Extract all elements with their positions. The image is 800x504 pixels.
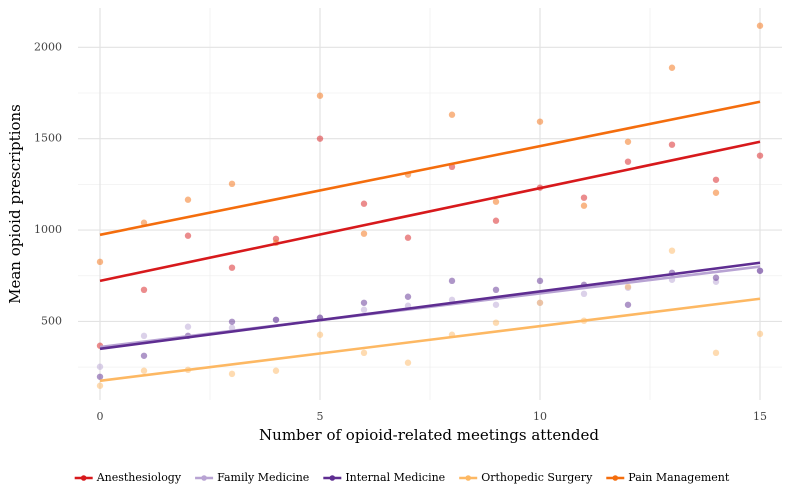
point	[228, 324, 236, 332]
legend-key-dot	[465, 475, 472, 481]
point	[272, 316, 280, 323]
legend-label: Pain Management	[628, 471, 730, 484]
y-tick-label: 2000	[34, 40, 62, 53]
point	[756, 267, 764, 274]
point	[580, 202, 588, 209]
point	[712, 274, 720, 281]
point	[712, 176, 720, 183]
fit-line	[99, 100, 761, 237]
y-tick-label: 500	[41, 314, 62, 327]
point	[536, 277, 544, 285]
point	[624, 283, 632, 290]
point	[184, 196, 192, 203]
point	[492, 319, 500, 326]
point	[536, 118, 544, 125]
legend-label: Orthopedic Surgery	[481, 471, 593, 484]
point	[668, 247, 676, 254]
point	[360, 230, 368, 237]
legend-item: Orthopedic Surgery	[459, 471, 593, 484]
x-tick-label: 0	[97, 410, 104, 423]
y-tick-label: 1500	[34, 132, 62, 145]
grid: 0 5 10 15 500 1000 1500 2000	[34, 8, 782, 423]
point	[140, 352, 148, 359]
legend-item: Internal Medicine	[323, 471, 445, 484]
point	[712, 189, 720, 196]
point	[360, 349, 368, 357]
point	[404, 293, 412, 300]
point	[404, 359, 412, 366]
point	[712, 349, 720, 357]
point	[492, 217, 500, 224]
point	[536, 299, 544, 306]
point	[140, 367, 148, 374]
point	[360, 299, 368, 306]
x-tick-label: 5	[317, 410, 324, 423]
point	[756, 22, 764, 29]
y-tick-label: 1000	[34, 223, 62, 236]
point	[756, 330, 764, 338]
point	[184, 232, 192, 239]
point	[668, 141, 676, 148]
legend: Anesthesiology Family Medicine Internal Me…	[74, 471, 730, 484]
point	[272, 367, 280, 374]
fit-line	[99, 261, 761, 351]
point	[448, 277, 456, 285]
legend-key-dot	[201, 475, 207, 481]
point	[96, 382, 104, 389]
point	[404, 234, 412, 241]
point	[184, 323, 192, 330]
legend-label: Anesthesiology	[96, 471, 182, 484]
legend-label: Family Medicine	[217, 471, 309, 484]
point	[316, 135, 324, 142]
point	[624, 158, 632, 165]
point	[360, 306, 368, 313]
point	[228, 180, 236, 188]
point	[140, 332, 148, 340]
point	[448, 111, 456, 118]
point	[96, 258, 104, 266]
point	[668, 64, 676, 71]
point	[228, 370, 236, 378]
point	[140, 286, 148, 294]
point	[228, 318, 236, 325]
point	[316, 331, 324, 338]
legend-key-dot	[612, 475, 619, 481]
legend-item: Pain Management	[606, 471, 730, 484]
point	[624, 138, 632, 145]
point	[96, 363, 104, 370]
point	[228, 264, 236, 271]
legend-label: Internal Medicine	[345, 471, 445, 484]
marks	[96, 22, 764, 389]
point	[624, 301, 632, 308]
y-axis-title: Mean opioid prescriptions	[6, 104, 24, 304]
legend-item: Anesthesiology	[74, 471, 182, 484]
point	[316, 92, 324, 99]
point	[580, 194, 588, 201]
legend-item: Family Medicine	[195, 471, 309, 484]
point	[580, 290, 588, 298]
point	[492, 198, 500, 205]
point	[492, 301, 500, 308]
fit-line	[99, 140, 761, 283]
x-axis-title: Number of opioid-related meetings attend…	[259, 426, 599, 444]
point	[756, 152, 764, 159]
point	[360, 200, 368, 207]
legend-key-dot	[329, 475, 336, 481]
fit-line	[99, 297, 761, 383]
point	[492, 286, 500, 294]
point	[96, 373, 104, 380]
x-tick-label: 15	[753, 410, 767, 423]
x-tick-label: 10	[533, 410, 547, 423]
legend-key-dot	[80, 475, 87, 481]
